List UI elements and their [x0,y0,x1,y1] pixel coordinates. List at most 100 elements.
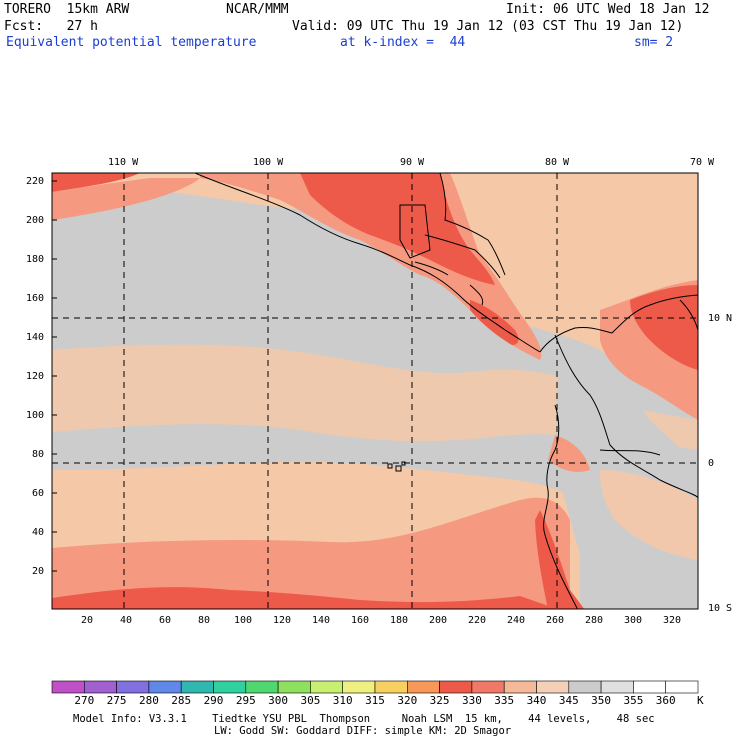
model-name: TORERO 15km ARW [4,2,130,17]
colorbar-label: 350 [591,694,612,707]
y-tick: 40 [32,527,45,538]
colorbar-unit: K [697,694,704,707]
colorbar-label: 315 [365,694,385,707]
y-tick: 140 [26,332,45,343]
field-340-peru [600,470,698,560]
colorbar-swatch [148,680,182,694]
colorbar-swatch [342,680,376,694]
colorbar-label: 305 [300,694,321,707]
colorbar-swatch [568,680,602,694]
x-tick: 280 [585,615,604,626]
colorbar-swatch [374,680,408,694]
level-info: at k-index = 44 [340,35,466,50]
y-tick: 20 [32,566,45,577]
x-tick: 80 [198,615,211,626]
y-tick: 80 [32,449,45,460]
colorbar-swatch [310,680,343,694]
colorbar-label: 330 [461,694,482,707]
field-330-peru-coast [535,510,585,609]
colorbar-swatch [180,680,214,694]
colorbar-label: 325 [429,694,450,707]
y-tick: 220 [26,176,45,187]
colorbar-label: 285 [171,694,192,707]
colorbar-swatch [51,680,85,694]
x-tick: 220 [468,615,487,626]
colorbar-label: 340 [526,694,547,707]
x-tick: 160 [351,615,370,626]
lat-label-10s: 10 S [708,603,733,614]
footer-physics-info: LW: Godd SW: Goddard DIFF: simple KM: 2D… [214,725,512,737]
lon-label-90w: 90 W [400,157,425,168]
colorbar-label: 270 [74,694,95,707]
valid-time: Valid: 09 UTC Thu 19 Jan 12 (03 CST Thu … [292,19,684,34]
colorbar-label: 355 [623,694,644,707]
colorbar-label: 280 [138,694,159,707]
x-tick: 40 [120,615,133,626]
x-tick: 320 [663,615,682,626]
x-tick: 260 [546,615,565,626]
x-tick: 200 [429,615,448,626]
smoothing-info: sm= 2 [634,35,674,50]
coastlines [194,173,698,609]
x-tick: 240 [507,615,526,626]
footer-model-info: Model Info: V3.3.1 Tiedtke YSU PBL Thomp… [73,713,655,725]
colorbar-swatch [439,680,473,694]
field-name: Equivalent potential temperature [6,35,257,50]
field-330-nw [52,173,140,192]
colorbar-label: 275 [106,694,127,707]
field-335-south [52,497,570,609]
lon-label-70w: 70 W [690,157,715,168]
x-tick: 300 [624,615,643,626]
y-tick: 120 [26,371,45,382]
lat-label-10n: 10 N [708,313,733,324]
x-tick: 100 [234,615,253,626]
x-tick: 20 [81,615,94,626]
colorbar-swatch [665,680,699,694]
colorbar-swatch [406,680,440,694]
colorbar-label: 300 [268,694,289,707]
y-tick: 160 [26,293,45,304]
lat-label-0: 0 [708,458,715,469]
colorbar-swatch [277,680,311,694]
field-330-central-america [300,173,495,285]
y-tick: 200 [26,215,45,226]
colorbar [51,680,699,694]
field-335-nw [52,178,200,220]
axis-ticks [52,180,57,572]
colorbar-swatch [600,680,634,694]
lon-label-110w: 110 W [108,157,139,168]
colorbar-label: 310 [332,694,353,707]
x-tick: 140 [312,615,331,626]
colorbar-swatch [503,680,537,694]
init-time: Init: 06 UTC Wed 18 Jan 12 [506,2,710,17]
y-tick: 60 [32,488,45,499]
colorbar-label: 360 [655,694,676,707]
lon-label-80w: 80 W [545,157,570,168]
x-tick: 60 [159,615,172,626]
colorbar-label: 290 [203,694,224,707]
y-tick: 180 [26,254,45,265]
x-tick: 180 [390,615,409,626]
colorbar-label: 295 [235,694,256,707]
colorbar-swatch [116,680,150,694]
colorbar-swatch [633,680,667,694]
colorbar-label: 345 [558,694,579,707]
colorbar-swatch [245,680,279,694]
organization: NCAR/MMM [226,2,289,17]
colorbar-label: 320 [397,694,418,707]
field-335-central-america [200,173,542,360]
x-tick: 120 [273,615,292,626]
map-field [52,173,698,609]
latlon-grid [52,173,698,609]
forecast-hour: Fcst: 27 h [4,19,98,34]
field-330-strip [52,587,558,609]
field-340-band [52,344,698,450]
lon-label-100w: 100 W [253,157,284,168]
colorbar-label: 335 [494,694,515,707]
colorbar-swatch [84,680,117,694]
map-frame [51,172,699,610]
colorbar-swatch [536,680,570,694]
y-tick: 100 [26,410,45,421]
colorbar-swatch [471,680,505,694]
